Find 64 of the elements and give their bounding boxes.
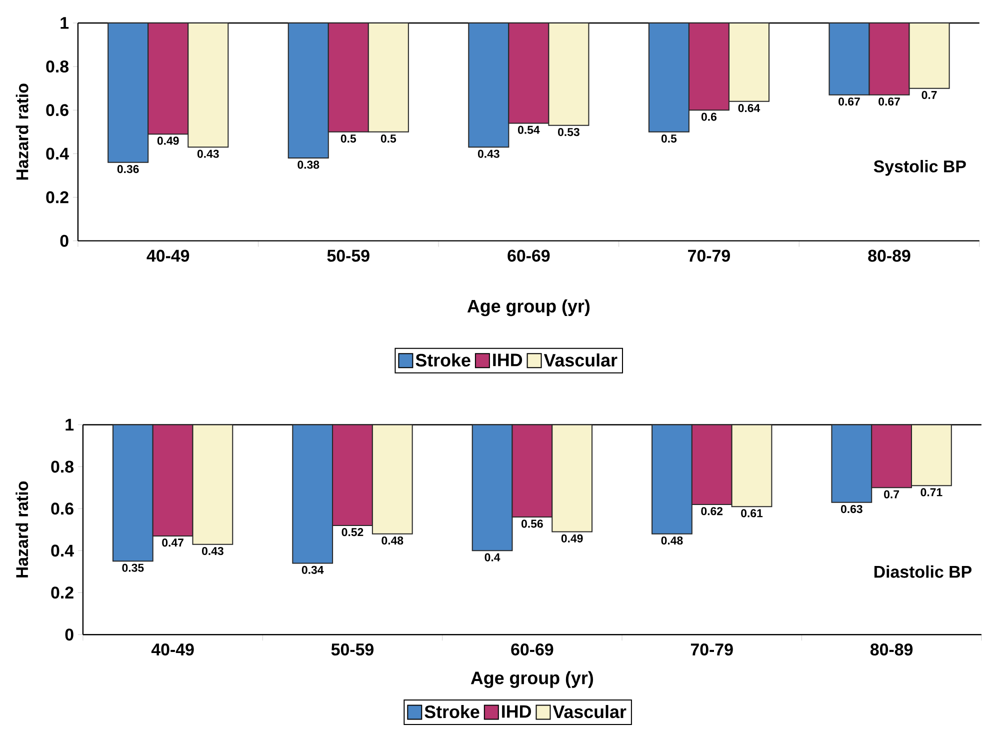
annotation: 0.48 [661,536,683,545]
legend-label: Stroke [424,705,480,718]
x-tick-label: 50-59 [327,250,370,262]
x-tick-label: 80-89 [870,644,913,656]
annotation: 0.67 [878,98,900,106]
annotation: 0.56 [521,520,543,528]
annotation: 0.62 [701,507,723,516]
y-tick-label: 0.8 [51,460,74,473]
y-tick-label: 0.6 [46,104,68,116]
annotation: 0.48 [382,536,404,545]
annotation: 0.47 [162,538,184,547]
annotation: 0.4 [484,553,500,562]
y-tick-label: 1 [60,17,69,30]
x-tick-label: 40-49 [151,644,194,656]
x-tick-label: 70-79 [690,644,733,656]
y-axis-title: Hazard ratio [16,482,28,578]
annotation: 0.34 [302,566,324,574]
annotation: 0.5 [661,134,677,143]
annotation: Diastolic BP [874,566,972,578]
x-tick-label: 60-69 [511,644,554,656]
y-tick-label: 1 [66,419,74,431]
y-tick-label: 0.8 [46,60,69,73]
x-tick-label: 70-79 [688,250,730,262]
y-tick-label: 0.2 [51,586,74,599]
annotation: 0.36 [117,165,139,174]
annotation: 0.38 [298,160,320,169]
x-tick-label: 50-59 [331,644,374,656]
legend-label: IHD [493,354,522,366]
annotation: 0.5 [340,134,356,143]
annotation: 0.49 [561,534,583,543]
y-tick-label: 0 [60,235,68,248]
y-tick-label: 0 [65,628,74,641]
x-axis-title: Age group (yr) [470,671,593,688]
annotation: 0.7 [922,91,937,100]
annotation: 0.71 [920,488,942,497]
annotation: 0.49 [157,136,179,146]
annotation: 0.43 [478,150,500,158]
annotation: 0.63 [840,505,862,514]
legend-label: IHD [502,706,531,718]
legend-label: Vascular [552,705,626,718]
y-tick-label: 0.2 [46,192,68,204]
annotation: 0.43 [197,150,219,158]
annotation: 0.52 [342,528,364,536]
x-tick-label: 40-49 [146,250,190,262]
x-axis-title: Age group (yr) [467,300,590,316]
annotation: 0.53 [558,128,580,136]
x-tick-label: 60-69 [508,250,550,262]
annotation: 0.43 [202,547,224,556]
annotation: 0.5 [380,134,396,143]
y-tick-label: 0.4 [46,148,69,160]
annotation: Systolic BP [874,160,966,176]
annotation: 0.54 [518,126,540,134]
annotation: 0.64 [738,104,760,112]
x-tick-label: 80-89 [868,250,910,262]
y-tick-label: 0.4 [51,544,74,557]
annotation: 0.61 [741,509,763,518]
annotation: 0.35 [122,564,144,572]
y-tick-label: 0.6 [51,502,74,515]
y-axis-title: Hazard ratio [16,84,28,180]
legend-label: Vascular [544,354,618,367]
annotation: 0.7 [884,490,899,499]
annotation: 0.6 [701,112,717,122]
annotation: 0.67 [838,98,860,106]
legend-label: Stroke [416,354,470,367]
